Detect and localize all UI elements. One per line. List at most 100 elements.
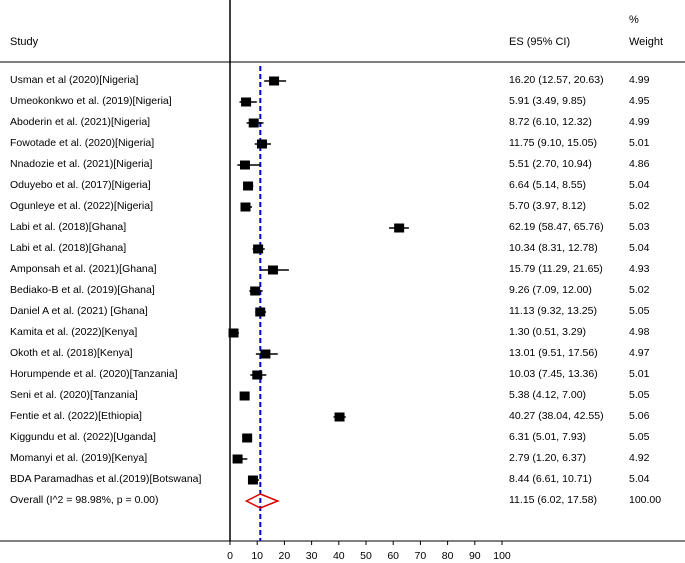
overall-es-ci: 11.15 (6.02, 17.58) xyxy=(509,494,597,506)
study-point xyxy=(256,139,267,149)
study-weight: 4.93 xyxy=(629,263,650,275)
study-label: Aboderin et al. (2021)[Nigeria] xyxy=(10,116,151,128)
study-point xyxy=(269,76,280,86)
study-point xyxy=(232,454,243,464)
study-es-ci: 16.20 (12.57, 20.63) xyxy=(509,74,604,86)
study-es-ci: 5.38 (4.12, 7.00) xyxy=(509,389,587,401)
study-point xyxy=(260,349,271,359)
study-weight: 5.04 xyxy=(629,179,650,191)
study-point xyxy=(240,202,251,212)
study-weight: 5.04 xyxy=(629,242,650,254)
study-weight: 5.05 xyxy=(629,305,650,317)
study-weight: 5.02 xyxy=(629,284,650,296)
x-tick-label: 60 xyxy=(387,550,399,562)
weight-percent-header: % xyxy=(629,14,639,26)
study-es-ci: 5.91 (3.49, 9.85) xyxy=(509,95,587,107)
study-point xyxy=(248,118,259,128)
study-weight: 5.02 xyxy=(629,200,650,212)
study-label: Horumpende et al. (2020)[Tanzania] xyxy=(10,368,178,380)
es-column-header: ES (95% CI) xyxy=(509,36,571,48)
study-label: Fowotade et al. (2020)[Nigeria] xyxy=(10,137,155,149)
study-label: Umeokonkwo et al. (2019)[Nigeria] xyxy=(10,95,172,107)
study-es-ci: 5.51 (2.70, 10.94) xyxy=(509,158,592,170)
study-label: Okoth et al. (2018)[Kenya] xyxy=(10,347,133,359)
study-label: Nnadozie et al. (2021)[Nigeria] xyxy=(10,158,153,170)
study-label: Fentie et al. (2022)[Ethiopia] xyxy=(10,410,142,422)
study-label: Kamita et al. (2022)[Kenya] xyxy=(10,326,138,338)
weight-column-header: Weight xyxy=(629,36,664,48)
study-label: Amponsah et al. (2021)[Ghana] xyxy=(10,263,157,275)
study-weight: 4.99 xyxy=(629,74,650,86)
study-point xyxy=(255,307,266,317)
study-point xyxy=(243,181,254,191)
study-weight: 5.06 xyxy=(629,410,650,422)
x-tick-label: 90 xyxy=(469,550,481,562)
overall-diamond xyxy=(244,493,280,509)
study-weight: 5.01 xyxy=(629,137,650,149)
study-weight: 4.86 xyxy=(629,158,650,170)
study-point xyxy=(228,328,239,338)
overall-weight: 100.00 xyxy=(629,494,662,506)
study-point xyxy=(253,244,264,254)
study-weight: 4.95 xyxy=(629,95,650,107)
x-tick-label: 40 xyxy=(333,550,345,562)
study-es-ci: 40.27 (38.04, 42.55) xyxy=(509,410,604,422)
study-es-ci: 13.01 (9.51, 17.56) xyxy=(509,347,598,359)
study-weight: 4.99 xyxy=(629,116,650,128)
study-point xyxy=(394,223,405,233)
study-point xyxy=(241,97,252,107)
study-label: Seni et al. (2020)[Tanzania] xyxy=(10,389,138,401)
study-weight: 5.03 xyxy=(629,221,650,233)
study-es-ci: 10.34 (8.31, 12.78) xyxy=(509,242,598,254)
study-es-ci: 15.79 (11.29, 21.65) xyxy=(509,263,603,275)
study-label: Labi et al. (2018)[Ghana] xyxy=(10,242,127,254)
x-tick-label: 50 xyxy=(360,550,372,562)
study-es-ci: 6.64 (5.14, 8.55) xyxy=(509,179,587,191)
study-point xyxy=(239,391,250,401)
study-es-ci: 6.31 (5.01, 7.93) xyxy=(509,431,587,443)
study-es-ci: 11.13 (9.32, 13.25) xyxy=(509,305,597,317)
study-weight: 4.98 xyxy=(629,326,650,338)
study-weight: 5.05 xyxy=(629,431,650,443)
study-point xyxy=(247,475,258,485)
study-label: Usman et al (2020)[Nigeria] xyxy=(10,74,139,86)
x-tick-label: 80 xyxy=(442,550,454,562)
x-tick-label: 100 xyxy=(493,550,511,562)
study-label: Kiggundu et al. (2022)[Uganda] xyxy=(10,431,156,443)
study-point xyxy=(250,286,261,296)
study-weight: 5.04 xyxy=(629,473,650,485)
x-tick-label: 0 xyxy=(227,550,233,562)
study-es-ci: 8.72 (6.10, 12.32) xyxy=(509,116,592,128)
study-point xyxy=(334,412,345,422)
study-label: Ogunleye et al. (2022)[Nigeria] xyxy=(10,200,153,212)
study-label: Bediako-B et al. (2019)[Ghana] xyxy=(10,284,155,296)
study-point xyxy=(252,370,263,380)
study-es-ci: 11.75 (9.10, 15.05) xyxy=(509,137,597,149)
study-es-ci: 62.19 (58.47, 65.76) xyxy=(509,221,604,233)
study-es-ci: 5.70 (3.97, 8.12) xyxy=(509,200,587,212)
study-weight: 4.92 xyxy=(629,452,650,464)
study-es-ci: 8.44 (6.61, 10.71) xyxy=(509,473,592,485)
study-weight: 5.01 xyxy=(629,368,650,380)
overall-label: Overall (I^2 = 98.98%, p = 0.00) xyxy=(10,494,159,506)
study-point xyxy=(239,160,250,170)
x-tick-label: 20 xyxy=(279,550,291,562)
study-point xyxy=(267,265,278,275)
x-tick-label: 10 xyxy=(251,550,263,562)
study-es-ci: 1.30 (0.51, 3.29) xyxy=(509,326,587,338)
study-column-header: Study xyxy=(10,36,39,48)
study-es-ci: 2.79 (1.20, 6.37) xyxy=(509,452,587,464)
study-point xyxy=(242,433,253,443)
study-label: Labi et al. (2018)[Ghana] xyxy=(10,221,127,233)
x-tick-label: 70 xyxy=(415,550,427,562)
x-tick-label: 30 xyxy=(306,550,318,562)
study-weight: 5.05 xyxy=(629,389,650,401)
study-weight: 4.97 xyxy=(629,347,650,359)
study-es-ci: 9.26 (7.09, 12.00) xyxy=(509,284,592,296)
study-label: Momanyi et al. (2019)[Kenya] xyxy=(10,452,148,464)
study-label: Daniel A et al. (2021) [Ghana] xyxy=(10,305,148,317)
study-es-ci: 10.03 (7.45, 13.36) xyxy=(509,368,598,380)
study-label: BDA Paramadhas et al.(2019)[Botswana] xyxy=(10,473,202,485)
study-label: Oduyebo et al. (2017)[Nigeria] xyxy=(10,179,151,191)
